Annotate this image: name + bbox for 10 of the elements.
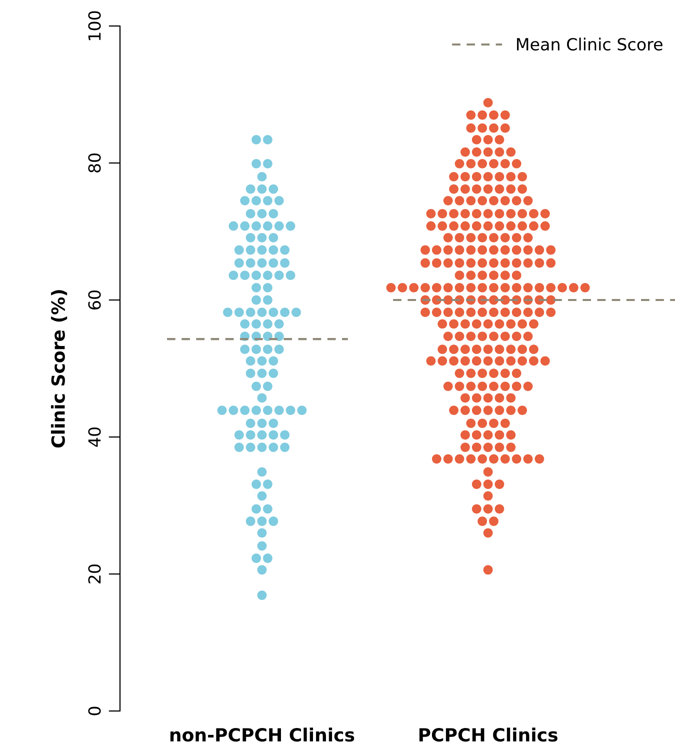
- x-tick-label: non-PCPCH Clinics: [170, 728, 354, 742]
- y-tick-label: 100: [88, 11, 101, 40]
- y-tick-label: 0: [88, 706, 101, 716]
- y-tick-label: 60: [88, 290, 101, 310]
- y-tick-label: 40: [88, 428, 101, 447]
- y-axis-title: Clinic Score (%): [50, 290, 68, 448]
- legend-label: Mean Clinic Score: [517, 38, 662, 51]
- y-tick-label: 80: [88, 154, 101, 172]
- x-tick-label: PCPCH Clinics: [419, 728, 558, 742]
- y-tick-label: 20: [88, 564, 101, 584]
